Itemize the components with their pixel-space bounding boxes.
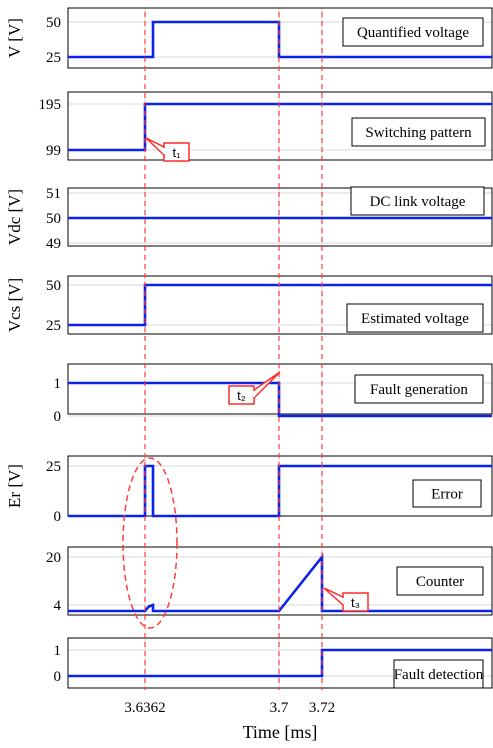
panel-label-box <box>354 374 484 404</box>
panel-label: Error <box>431 487 463 503</box>
callout-label: t₃ <box>351 595 360 610</box>
x-tick-label: 3.7 <box>270 700 289 716</box>
y-tick-label: 51 <box>46 186 61 202</box>
panel-label: Estimated voltage <box>361 311 469 327</box>
y-tick-label: 0 <box>54 509 62 525</box>
series-line-switching <box>68 102 492 152</box>
y-tick-label: 25 <box>46 318 61 334</box>
panel-label: Fault generation <box>370 382 468 398</box>
panel-frame-estimated <box>67 275 493 335</box>
panel-label-box <box>342 17 484 47</box>
y-axis-label: Er [V] <box>5 464 24 508</box>
y-tick-label: 99 <box>46 143 61 159</box>
panel-label-box <box>393 659 484 689</box>
panel-label-box <box>350 186 485 216</box>
panel-label: Switching pattern <box>365 125 472 141</box>
panel-frame-switching <box>67 91 493 161</box>
callout-pointer <box>253 371 281 400</box>
y-tick-label: 1 <box>54 643 62 659</box>
series-line-quantified <box>68 20 492 59</box>
y-tick-label: 20 <box>46 550 61 566</box>
panel-label: DC link voltage <box>370 194 466 210</box>
y-tick-label: 25 <box>46 50 61 66</box>
panel-label: Quantified voltage <box>357 25 469 41</box>
y-axis-label: Vcs [V] <box>5 278 24 332</box>
y-axis-label: V [V] <box>5 18 24 58</box>
y-axis-label: Vdc [V] <box>5 189 24 245</box>
y-tick-label: 0 <box>54 669 62 685</box>
panel-frame-faultdet <box>67 637 493 689</box>
x-tick-label: 3.72 <box>309 700 335 716</box>
callout-label: t₁ <box>173 145 182 160</box>
panel-label-box <box>351 117 486 147</box>
y-tick-label: 50 <box>46 211 61 227</box>
callout-pointer <box>145 137 165 157</box>
panel-frame-quantified <box>67 7 493 69</box>
panel-label: Counter <box>416 574 464 590</box>
y-tick-label: 195 <box>39 97 62 113</box>
x-axis-label: Time [ms] <box>243 722 318 742</box>
y-tick-label: 50 <box>46 15 61 31</box>
y-tick-label: 0 <box>54 409 62 425</box>
panel-label-box <box>346 303 484 333</box>
y-tick-label: 4 <box>54 598 62 614</box>
panel-label-box <box>396 566 484 596</box>
panel-frame-counter <box>67 546 493 616</box>
highlight-ellipse <box>122 457 178 629</box>
y-tick-label: 25 <box>46 459 61 475</box>
x-tick-label: 3.6362 <box>124 700 165 716</box>
panel-label-box <box>412 479 482 508</box>
callout-pointer <box>323 587 344 607</box>
y-tick-label: 1 <box>54 376 62 392</box>
y-tick-label: 50 <box>46 278 61 294</box>
y-tick-label: 49 <box>46 236 61 252</box>
panel-label: Fault detection <box>394 667 484 683</box>
callout-label: t₂ <box>237 388 246 403</box>
